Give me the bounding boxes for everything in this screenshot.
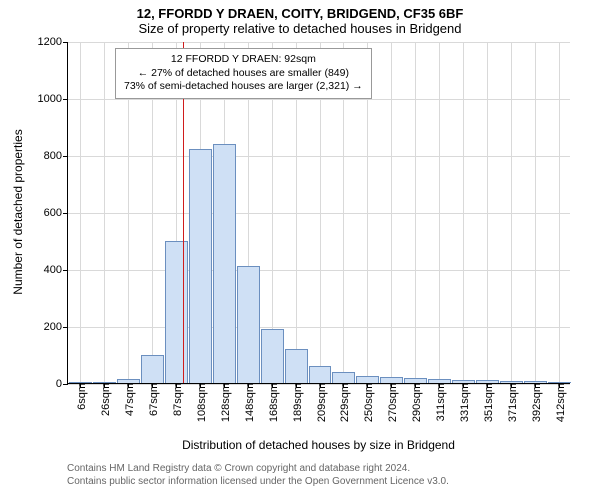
x-tick-label: 148sqm	[240, 383, 256, 422]
x-tick-label: 168sqm	[264, 383, 280, 422]
gridline-v	[511, 42, 512, 383]
info-box: 12 FFORDD Y DRAEN: 92sqm ← 27% of detach…	[115, 48, 372, 99]
x-tick-label: 229sqm	[335, 383, 351, 422]
histogram-bar	[500, 381, 523, 383]
histogram-bar	[452, 380, 475, 383]
y-axis-label: Number of detached properties	[11, 122, 25, 302]
gridline-v	[104, 42, 105, 383]
info-line-3: 73% of semi-detached houses are larger (…	[124, 80, 363, 94]
histogram-bar	[285, 349, 308, 383]
histogram-bar	[524, 381, 547, 383]
histogram-bar	[476, 380, 499, 383]
histogram-bar	[404, 378, 427, 383]
gridline-v	[535, 42, 536, 383]
y-tick-mark	[63, 156, 68, 157]
x-tick-label: 189sqm	[288, 383, 304, 422]
histogram-bar	[93, 382, 116, 383]
gridline-v	[80, 42, 81, 383]
x-tick-label: 26sqm	[96, 383, 112, 416]
histogram-bar	[117, 379, 140, 383]
y-tick-mark	[63, 327, 68, 328]
histogram-bar	[428, 379, 451, 383]
x-tick-label: 270sqm	[383, 383, 399, 422]
histogram-bar	[380, 377, 403, 383]
x-tick-label: 87sqm	[168, 383, 184, 416]
footer-line-1: Contains HM Land Registry data © Crown c…	[67, 462, 449, 475]
histogram-bar	[141, 355, 164, 384]
y-tick-mark	[63, 213, 68, 214]
histogram-bar	[69, 382, 92, 383]
x-tick-label: 108sqm	[192, 383, 208, 422]
info-line-1: 12 FFORDD Y DRAEN: 92sqm	[124, 53, 363, 67]
histogram-bar	[332, 372, 355, 383]
histogram-bar	[261, 329, 284, 383]
histogram-bar	[165, 241, 188, 384]
histogram-bar	[356, 376, 379, 383]
info-line-2: ← 27% of detached houses are smaller (84…	[124, 67, 363, 81]
x-tick-label: 128sqm	[216, 383, 232, 422]
gridline-v	[463, 42, 464, 383]
histogram-bar	[548, 382, 571, 383]
x-tick-label: 331sqm	[455, 383, 471, 422]
x-tick-label: 351sqm	[479, 383, 495, 422]
x-tick-label: 250sqm	[359, 383, 375, 422]
x-axis-label: Distribution of detached houses by size …	[67, 438, 570, 452]
y-tick-mark	[63, 270, 68, 271]
chart-title-sub: Size of property relative to detached ho…	[0, 21, 600, 36]
x-tick-label: 371sqm	[503, 383, 519, 422]
y-tick-mark	[63, 42, 68, 43]
gridline-v	[415, 42, 416, 383]
x-tick-label: 67sqm	[144, 383, 160, 416]
chart-title-main: 12, FFORDD Y DRAEN, COITY, BRIDGEND, CF3…	[0, 6, 600, 21]
x-tick-label: 47sqm	[120, 383, 136, 416]
gridline-v	[439, 42, 440, 383]
x-tick-label: 392sqm	[527, 383, 543, 422]
x-tick-label: 412sqm	[551, 383, 567, 422]
gridline-v	[559, 42, 560, 383]
footer-attribution: Contains HM Land Registry data © Crown c…	[67, 462, 449, 488]
x-tick-label: 290sqm	[407, 383, 423, 422]
x-tick-label: 6sqm	[72, 383, 88, 410]
y-tick-mark	[63, 99, 68, 100]
y-tick-mark	[63, 384, 68, 385]
histogram-bar	[309, 366, 332, 383]
histogram-bar	[189, 149, 212, 383]
x-tick-label: 209sqm	[312, 383, 328, 422]
histogram-bar	[213, 144, 236, 383]
x-tick-label: 311sqm	[431, 383, 447, 421]
histogram-bar	[237, 266, 260, 383]
chart-container: 12, FFORDD Y DRAEN, COITY, BRIDGEND, CF3…	[0, 0, 600, 500]
footer-line-2: Contains public sector information licen…	[67, 475, 449, 488]
gridline-v	[487, 42, 488, 383]
gridline-v	[391, 42, 392, 383]
